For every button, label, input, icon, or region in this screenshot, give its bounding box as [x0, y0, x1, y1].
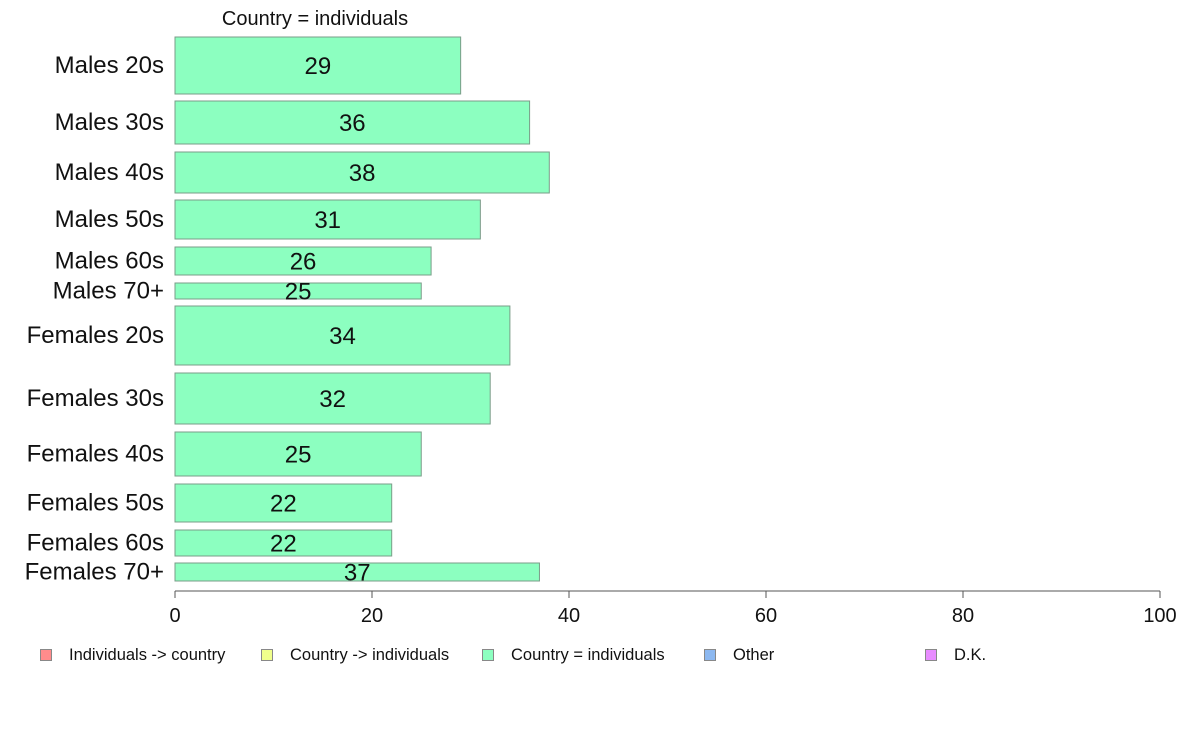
- legend-item-dk: D.K.: [925, 645, 986, 665]
- bar: [174, 199, 481, 240]
- bar: [174, 529, 393, 557]
- bar: [174, 372, 491, 425]
- legend-item-country-to-individuals: Country -> individuals: [261, 645, 449, 665]
- legend-item-other: Other: [704, 645, 774, 665]
- bar: [174, 246, 432, 276]
- value-label: 36: [339, 110, 366, 137]
- category-label: Males 70+: [53, 278, 164, 305]
- category-label: Females 70+: [25, 559, 164, 586]
- legend-swatch: [482, 649, 494, 661]
- value-label: 26: [290, 249, 317, 276]
- x-tick-label: 20: [361, 605, 383, 627]
- bar: [174, 282, 422, 300]
- bar-chart: Country = individuals Males 20s 29 Males 3…: [25, 8, 1177, 627]
- bar: [174, 151, 550, 194]
- category-label: Males 30s: [55, 109, 164, 136]
- chart-title: Country = individuals: [222, 8, 408, 30]
- legend-label: Other: [733, 645, 775, 664]
- value-label: 22: [270, 531, 297, 558]
- legend-swatch: [925, 649, 937, 661]
- x-tick-label: 60: [755, 605, 777, 627]
- value-label: 32: [319, 386, 346, 413]
- legend-swatch: [40, 649, 52, 661]
- value-label: 38: [349, 160, 376, 187]
- bar: [174, 305, 511, 366]
- bar: [174, 36, 462, 95]
- category-label: Males 20s: [55, 52, 164, 79]
- bar: [174, 100, 531, 145]
- category-label: Females 60s: [27, 530, 164, 557]
- legend-swatch: [261, 649, 273, 661]
- bar: [174, 431, 422, 477]
- category-label: Females 20s: [27, 322, 164, 349]
- legend: Individuals -> country Country -> indivi…: [0, 645, 1188, 665]
- category-label: Males 60s: [55, 248, 164, 275]
- legend-label: D.K.: [954, 645, 987, 664]
- bars: Males 20s 29 Males 30s 36 Males 40s 38 Males 5…: [25, 36, 550, 587]
- category-label: Females 50s: [27, 490, 164, 517]
- legend-item-country-equals-individuals: Country = individuals: [482, 645, 665, 665]
- legend-label: Country = individuals: [511, 645, 665, 664]
- value-label: 34: [329, 323, 356, 350]
- category-label: Males 50s: [55, 206, 164, 233]
- category-label: Males 40s: [55, 159, 164, 186]
- value-label: 25: [285, 442, 312, 469]
- value-label: 25: [285, 279, 312, 306]
- category-label: Females 30s: [27, 385, 164, 412]
- value-label: 29: [304, 53, 331, 80]
- x-axis: 0 20 40 60 80 100: [169, 590, 1177, 627]
- value-label: 22: [270, 491, 297, 518]
- value-label: 37: [344, 560, 371, 587]
- x-tick-label: 40: [558, 605, 580, 627]
- x-tick-label: 100: [1143, 605, 1176, 627]
- value-label: 31: [314, 207, 341, 234]
- legend-label: Individuals -> country: [69, 645, 226, 664]
- bar: [174, 562, 540, 582]
- category-label: Females 40s: [27, 441, 164, 468]
- x-tick-label: 0: [169, 605, 180, 627]
- legend-label: Country -> individuals: [290, 645, 450, 664]
- x-tick-label: 80: [952, 605, 974, 627]
- bar: [174, 483, 393, 523]
- legend-swatch: [704, 649, 716, 661]
- legend-item-individuals-to-country: Individuals -> country: [40, 645, 225, 665]
